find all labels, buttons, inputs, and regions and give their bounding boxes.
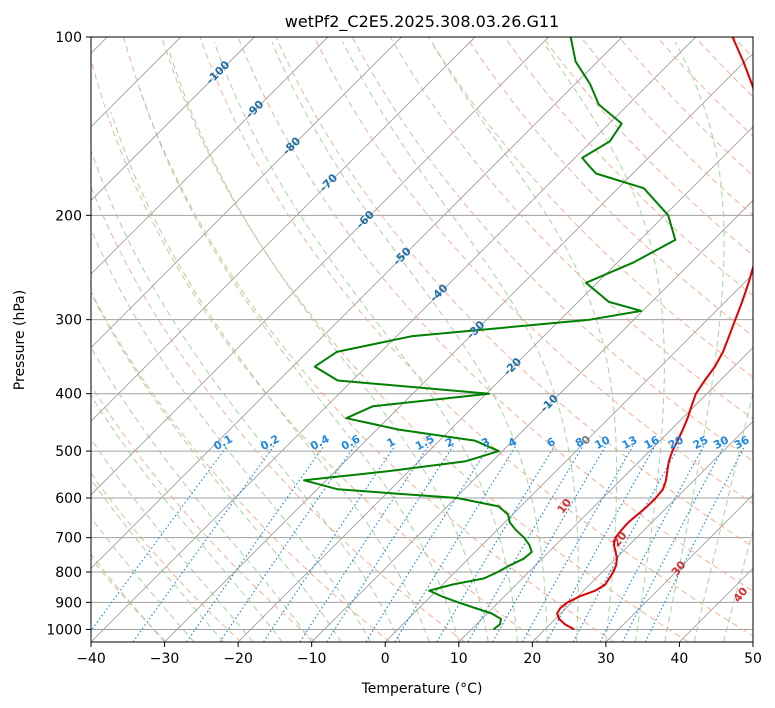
mixing-ratio-line	[219, 445, 355, 642]
moist-adiabat	[693, 390, 753, 642]
isotherm-line	[311, 199, 753, 642]
dry-adiabat	[466, 37, 753, 337]
dry-adiabat	[199, 37, 753, 637]
mixing-ratio-label: 30	[711, 433, 731, 452]
mixing-ratio-line	[186, 445, 325, 642]
x-tick-label: −20	[223, 651, 253, 667]
moist-adiabat	[271, 41, 548, 642]
isotherm-line	[91, 37, 623, 570]
moist-adiabat	[91, 394, 283, 642]
isotherm-line	[237, 126, 753, 642]
mixing-ratio-line	[263, 445, 396, 642]
x-tick-label: 40	[671, 651, 689, 667]
dry-adiabat	[618, 37, 753, 177]
moist-adiabat	[110, 112, 430, 642]
isotherm-line	[91, 37, 402, 349]
mixing-ratio-label: 16	[642, 433, 662, 452]
x-axis-label: Temperature (°C)	[361, 681, 483, 697]
moist-adiabat	[91, 438, 254, 642]
moist-adiabat	[91, 228, 371, 642]
dry-adiabat	[351, 37, 753, 462]
x-tick-label: 30	[597, 651, 615, 667]
mixing-ratio-line	[436, 445, 556, 642]
y-tick-label: 200	[55, 208, 82, 224]
mixing-ratio-label: 36	[732, 433, 752, 452]
mixing-ratio-label: 13	[620, 433, 640, 452]
moist-adiabat	[431, 41, 618, 642]
y-tick-label: 100	[55, 30, 82, 46]
chart-title: wetPf2_C2E5.2025.308.03.26.G11	[285, 12, 559, 32]
dry-adiabat	[428, 37, 753, 378]
moist-adiabat	[169, 51, 489, 642]
isotherm-line	[91, 37, 476, 422]
moist-adiabat	[664, 41, 725, 642]
moist-adiabat	[723, 528, 753, 642]
y-tick-label: 400	[55, 387, 82, 403]
moist-adiabat	[342, 41, 579, 642]
temperature-profile	[556, 37, 753, 631]
moist-adiabat	[542, 41, 665, 642]
y-tick-label: 800	[55, 565, 82, 581]
x-tick-label: 50	[744, 651, 762, 667]
y-tick-label: 700	[55, 531, 82, 547]
mixing-ratio-line	[546, 445, 656, 642]
isotherm-line	[164, 52, 753, 642]
isotherm-line	[458, 346, 753, 642]
dry-adiabat	[313, 37, 753, 505]
mixing-ratio-line	[394, 445, 517, 642]
x-tick-label: −30	[150, 651, 180, 667]
y-tick-label: 1000	[46, 622, 82, 638]
isotherm-line	[384, 273, 753, 642]
dry-adiabat	[91, 384, 316, 642]
dry-adiabat	[275, 37, 753, 548]
dewpoint-profile	[303, 37, 677, 631]
x-tick-label: −10	[297, 651, 327, 667]
x-tick-label: 0	[381, 651, 390, 667]
isotherm-line	[91, 37, 549, 496]
y-tick-label: 600	[55, 491, 82, 507]
dry-adiabat	[91, 185, 465, 642]
moist-adiabat	[91, 292, 342, 642]
mixing-ratio-label: 10	[593, 433, 613, 452]
mixing-ratio-label: 20	[666, 433, 686, 452]
moist-adiabat	[213, 41, 519, 642]
mixing-ratio-line	[622, 445, 725, 642]
dry-adiabat	[237, 37, 753, 592]
dry-adiabat	[580, 37, 753, 216]
dry-adiabat	[504, 37, 753, 297]
dry-adiabat	[91, 57, 540, 642]
dry-adiabat	[161, 37, 689, 642]
y-tick-label: 500	[55, 444, 82, 460]
isotherm-line	[605, 494, 753, 642]
dry-adiabat	[123, 37, 614, 642]
y-axis-label: Pressure (hPa)	[12, 290, 28, 390]
isotherm-line	[91, 37, 329, 275]
moist-adiabat	[139, 88, 460, 642]
dry-adiabat	[389, 37, 753, 420]
mixing-ratio-line	[522, 445, 634, 642]
moist-adiabat	[91, 149, 401, 642]
mixing-ratio-line	[132, 445, 275, 642]
x-tick-label: 10	[450, 651, 468, 667]
y-tick-label: 300	[55, 313, 82, 329]
moist-adiabat	[91, 553, 165, 642]
mixing-ratio-line	[644, 445, 746, 642]
mixing-ratio-label: 25	[691, 433, 711, 452]
dry-adiabat	[91, 290, 391, 642]
mixing-ratio-line	[365, 445, 490, 642]
moist-adiabat	[91, 346, 313, 642]
mixing-ratio-line	[467, 445, 584, 642]
mixing-ratio-line	[326, 445, 454, 642]
isotherm-line	[91, 37, 255, 202]
x-tick-label: −40	[76, 651, 106, 667]
x-tick-label: 20	[523, 651, 541, 667]
y-tick-label: 900	[55, 595, 82, 611]
mixing-ratio-line	[299, 445, 430, 642]
plot-frame	[90, 36, 754, 643]
isotherm-line	[532, 420, 753, 642]
